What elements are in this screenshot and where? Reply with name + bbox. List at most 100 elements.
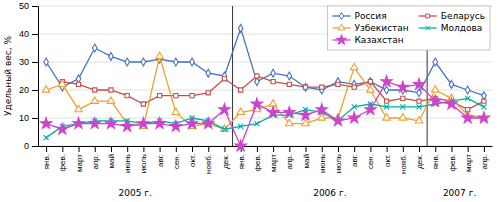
x-tick-mark	[95, 146, 96, 152]
legend-label: Казахстан	[354, 35, 403, 45]
point	[384, 104, 389, 109]
x-tick-mark	[160, 146, 161, 152]
x-tick: май	[302, 146, 311, 168]
y-axis: 01020304050	[19, 1, 39, 151]
y-tick-label: 40	[19, 29, 29, 39]
x-tick-mark	[46, 146, 47, 152]
point	[267, 106, 278, 117]
x-tick: янв.	[431, 146, 440, 169]
x-tick-mark	[176, 146, 177, 152]
legend-item: Казахстан	[332, 35, 403, 45]
point	[368, 79, 372, 83]
x-tick-label: март	[269, 154, 278, 172]
grid-line	[38, 146, 492, 147]
point	[287, 72, 292, 80]
legend-marker	[339, 12, 343, 19]
x-tick-mark	[387, 146, 388, 152]
point	[156, 52, 163, 58]
point	[271, 69, 276, 77]
year-label: 2007 г.	[443, 188, 476, 198]
y-tick-mark	[32, 118, 38, 119]
legend-item: Узбекистан	[332, 23, 408, 33]
point	[44, 135, 49, 140]
point	[174, 58, 179, 66]
point	[206, 69, 211, 77]
x-tick-label: нояб.	[399, 154, 408, 174]
x-tick: дек.	[415, 146, 424, 169]
x-tick-label: янв.	[237, 154, 246, 169]
point	[332, 115, 343, 126]
x-tick: нояб.	[204, 146, 213, 174]
point	[154, 118, 165, 129]
point	[413, 78, 424, 89]
point	[105, 118, 116, 129]
y-tick: 0	[24, 141, 38, 151]
x-tick: апр.	[285, 146, 294, 169]
point	[174, 93, 178, 97]
x-tick-mark	[403, 146, 404, 152]
y-tick: 30	[19, 57, 38, 67]
point	[238, 24, 243, 32]
point	[157, 93, 161, 97]
legend-marker	[426, 14, 430, 18]
series-line	[46, 98, 484, 137]
x-tick-mark	[111, 146, 112, 152]
legend-label: Молдова	[441, 23, 483, 33]
point	[222, 72, 227, 80]
x-tick: июнь	[123, 146, 132, 173]
x-tick-label: фев.	[58, 154, 67, 172]
series-line	[46, 82, 484, 146]
x-tick-mark	[306, 146, 307, 152]
point	[352, 85, 356, 89]
point	[465, 86, 470, 94]
x-tick-label: апр.	[91, 154, 100, 169]
x-tick-mark	[208, 146, 209, 152]
point	[206, 91, 210, 95]
point	[271, 79, 275, 83]
point	[170, 120, 181, 131]
point	[336, 78, 341, 86]
point	[222, 127, 227, 132]
grid-line	[38, 62, 492, 63]
x-tick-label: янв.	[42, 154, 51, 169]
x-tick-label: янв.	[431, 154, 440, 169]
x-tick-mark	[338, 146, 339, 152]
y-tick: 50	[19, 1, 38, 11]
point	[251, 98, 262, 109]
legend-label: Россия	[354, 11, 386, 21]
point	[350, 63, 357, 69]
x-tick: дек.	[221, 146, 230, 169]
point	[367, 86, 374, 92]
point	[284, 106, 295, 117]
x-tick-label: авг.	[156, 154, 165, 167]
x-tick-mark	[224, 146, 225, 152]
point	[125, 93, 129, 97]
legend: РоссияБеларусьУзбекистанМолдоваКазахстан	[327, 6, 490, 50]
legend-box	[327, 6, 490, 50]
point	[190, 58, 195, 66]
point	[237, 108, 244, 114]
x-tick: сен.	[366, 146, 375, 169]
legend-item: Молдова	[419, 23, 483, 33]
x-tick: май	[107, 146, 116, 168]
point	[349, 112, 360, 123]
point	[381, 76, 392, 87]
x-tick-mark	[289, 146, 290, 152]
x-tick-mark	[435, 146, 436, 152]
y-tick-mark	[32, 34, 38, 35]
legend-marker	[338, 24, 345, 30]
x-tick: нояб.	[399, 146, 408, 174]
x-tick-label: апр.	[285, 154, 294, 169]
x-tick-label: май	[302, 154, 311, 168]
point	[42, 86, 49, 92]
x-tick: окт.	[383, 146, 392, 167]
point	[383, 114, 390, 120]
x-tick: фев.	[58, 146, 67, 172]
point	[302, 119, 309, 125]
x-tick-mark	[322, 146, 323, 152]
x-axis: янв.фев.мартапр.майиюньиюльавг.сен.окт.н…	[39, 146, 493, 174]
point	[482, 99, 486, 103]
point	[449, 80, 454, 88]
point	[415, 117, 422, 123]
y-axis-title: Удельный вес, %	[3, 36, 13, 117]
